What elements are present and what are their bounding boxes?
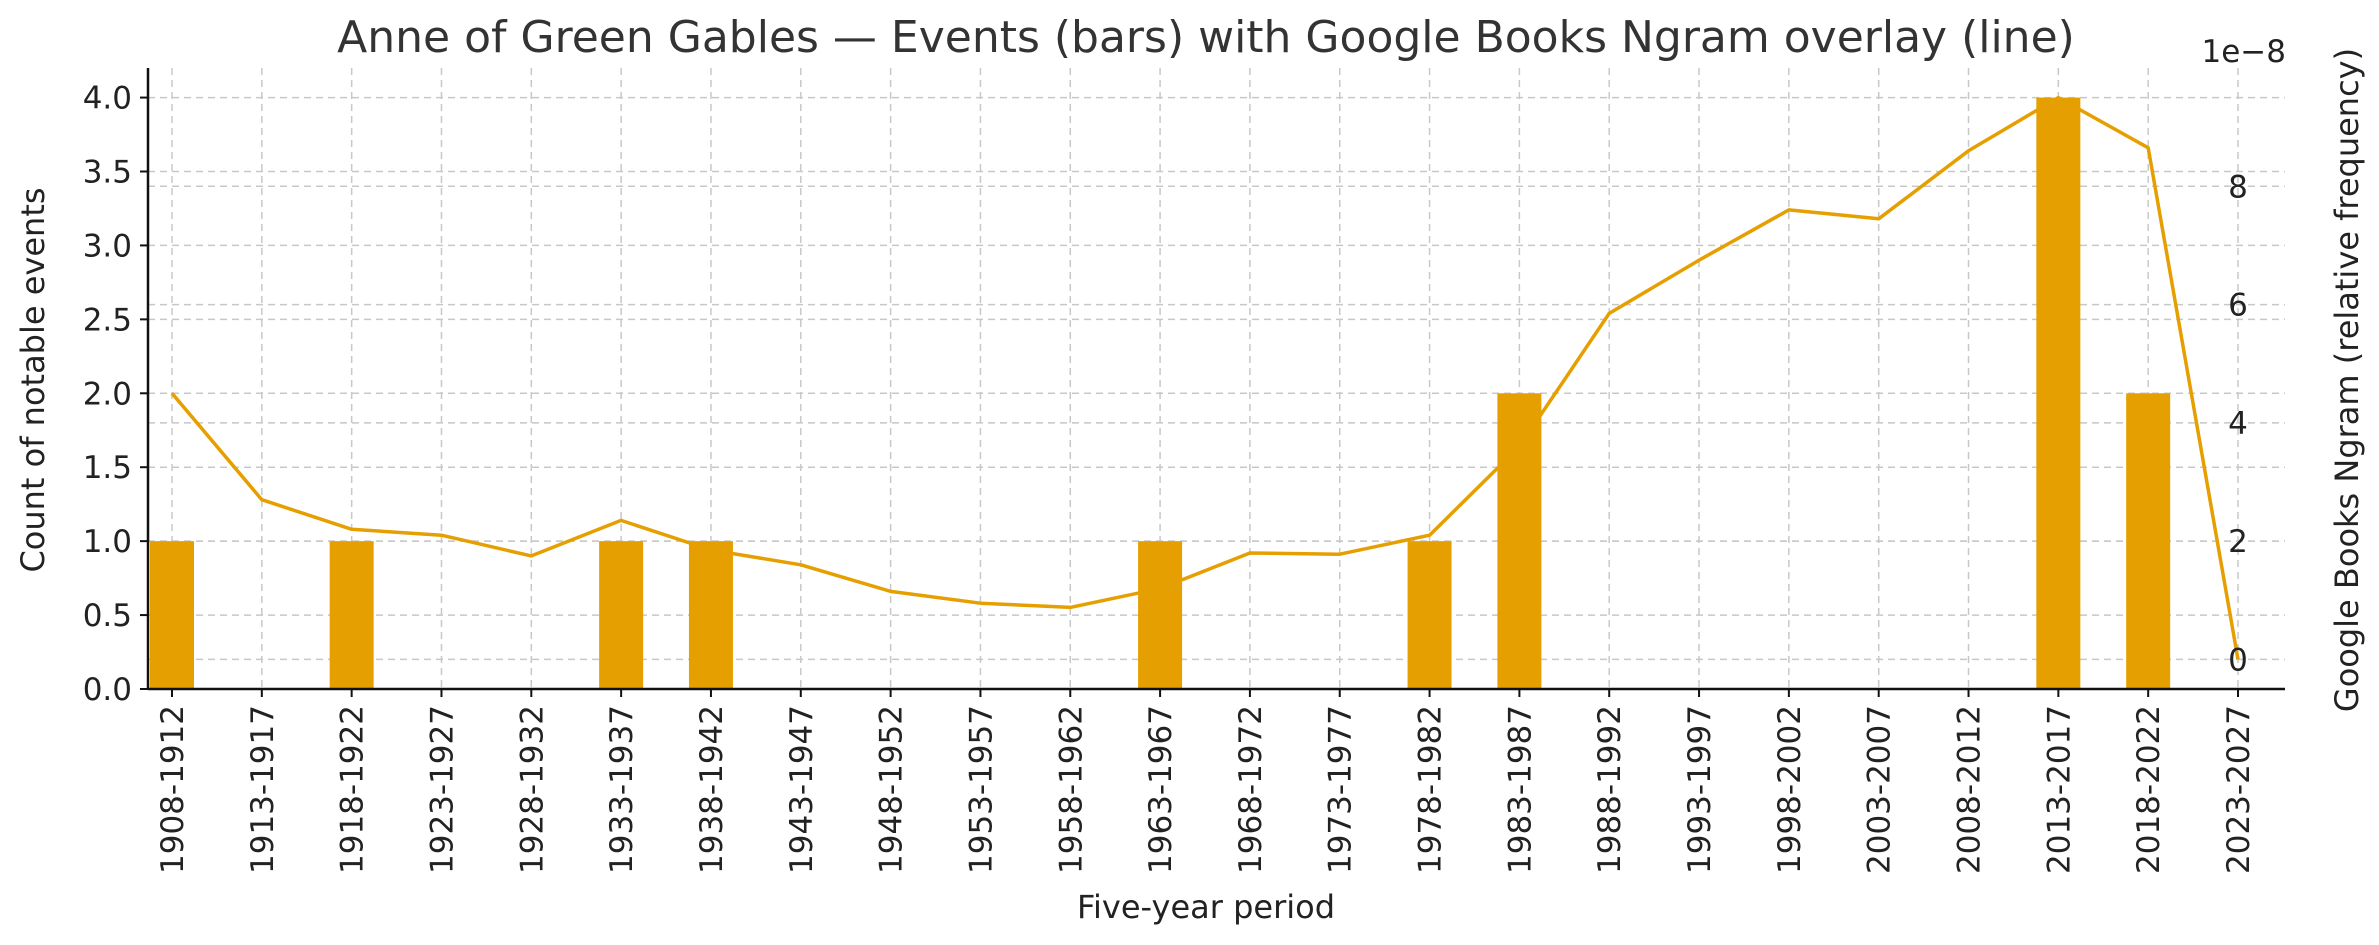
bar-1933-1937 [599,541,644,689]
x-tick-label: 1968-1972 [1233,705,1269,874]
bar-1983-1987 [1497,393,1542,689]
x-tick-label: 1988-1992 [1592,705,1628,874]
bar-1978-1982 [1407,541,1452,689]
y-tick-label: 3.5 [83,155,132,191]
x-axis-ticks: 1908-1912 1913-1917 1918-1922 1923-1927 1928… [155,689,2257,874]
x-tick-label: 1913-1917 [245,705,281,874]
axes [146,68,2285,691]
y-axis-title: Count of notable events [14,187,52,572]
x-tick-label: 1918-1922 [335,705,371,874]
y2-tick-label: 8 [2228,169,2248,205]
bar-2018-2022 [2126,393,2171,689]
y2-axis-title: Google Books Ngram (relative frequency) [2328,48,2366,712]
bar-2013-2017 [2036,97,2081,690]
x-tick-label: 1993-1997 [1682,705,1718,874]
bar-1938-1942 [688,541,733,689]
x-axis-title: Five-year period [1077,888,1335,926]
y2-axis-offset-text: 1e−8 [2202,34,2287,70]
x-tick-label: 2003-2007 [1862,705,1898,874]
y-tick-label: 0.5 [83,598,132,634]
ngram-line [170,95,2240,660]
y-tick-label: 0.0 [83,672,132,708]
x-tick-label: 1923-1927 [424,705,460,874]
x-tick-label: 1978-1982 [1413,705,1449,874]
bar-1918-1922 [329,541,374,689]
x-tick-label: 1933-1937 [604,705,640,874]
x-tick-label: 1953-1957 [963,705,999,874]
x-tick-label: 1928-1932 [514,705,550,874]
x-tick-label: 1963-1967 [1143,705,1179,874]
bar-1963-1967 [1138,541,1183,689]
y2-tick-label: 4 [2228,406,2248,442]
grid [148,68,2285,690]
x-tick-label: 1943-1947 [784,705,820,874]
y-tick-label: 1.5 [83,450,132,486]
ngram-line-series [170,95,2240,660]
x-tick-label: 2018-2022 [2131,705,2167,874]
y2-tick-label: 0 [2228,642,2248,678]
y-tick-label: 3.0 [83,228,132,264]
bar-1908-1912 [150,541,194,689]
x-tick-label: 1998-2002 [1772,705,1808,874]
y2-axis-ticks: 0 2 4 6 8 [2228,169,2248,678]
chart-title: Anne of Green Gables — Events (bars) wit… [337,12,2075,63]
y-axis-ticks: 0.0 0.5 1.0 1.5 2.0 2.5 3.0 3.5 4.0 [83,81,148,708]
y-tick-label: 4.0 [83,81,132,117]
x-tick-label: 1948-1952 [874,705,910,874]
x-tick-label: 1938-1942 [694,705,730,874]
y2-tick-label: 6 [2228,288,2248,324]
x-tick-label: 2008-2012 [1952,705,1988,874]
x-tick-label: 2023-2027 [2221,705,2257,874]
y-tick-label: 2.0 [83,376,132,412]
x-tick-label: 1958-1962 [1053,705,1089,874]
x-tick-label: 1908-1912 [155,705,191,874]
y-tick-label: 2.5 [83,302,132,338]
x-tick-label: 1973-1977 [1323,705,1359,874]
y2-tick-label: 2 [2228,524,2248,560]
y-tick-label: 1.0 [83,524,132,560]
bar-series [150,97,2171,690]
x-tick-label: 1983-1987 [1502,705,1538,874]
x-tick-label: 2013-2017 [2041,705,2077,874]
